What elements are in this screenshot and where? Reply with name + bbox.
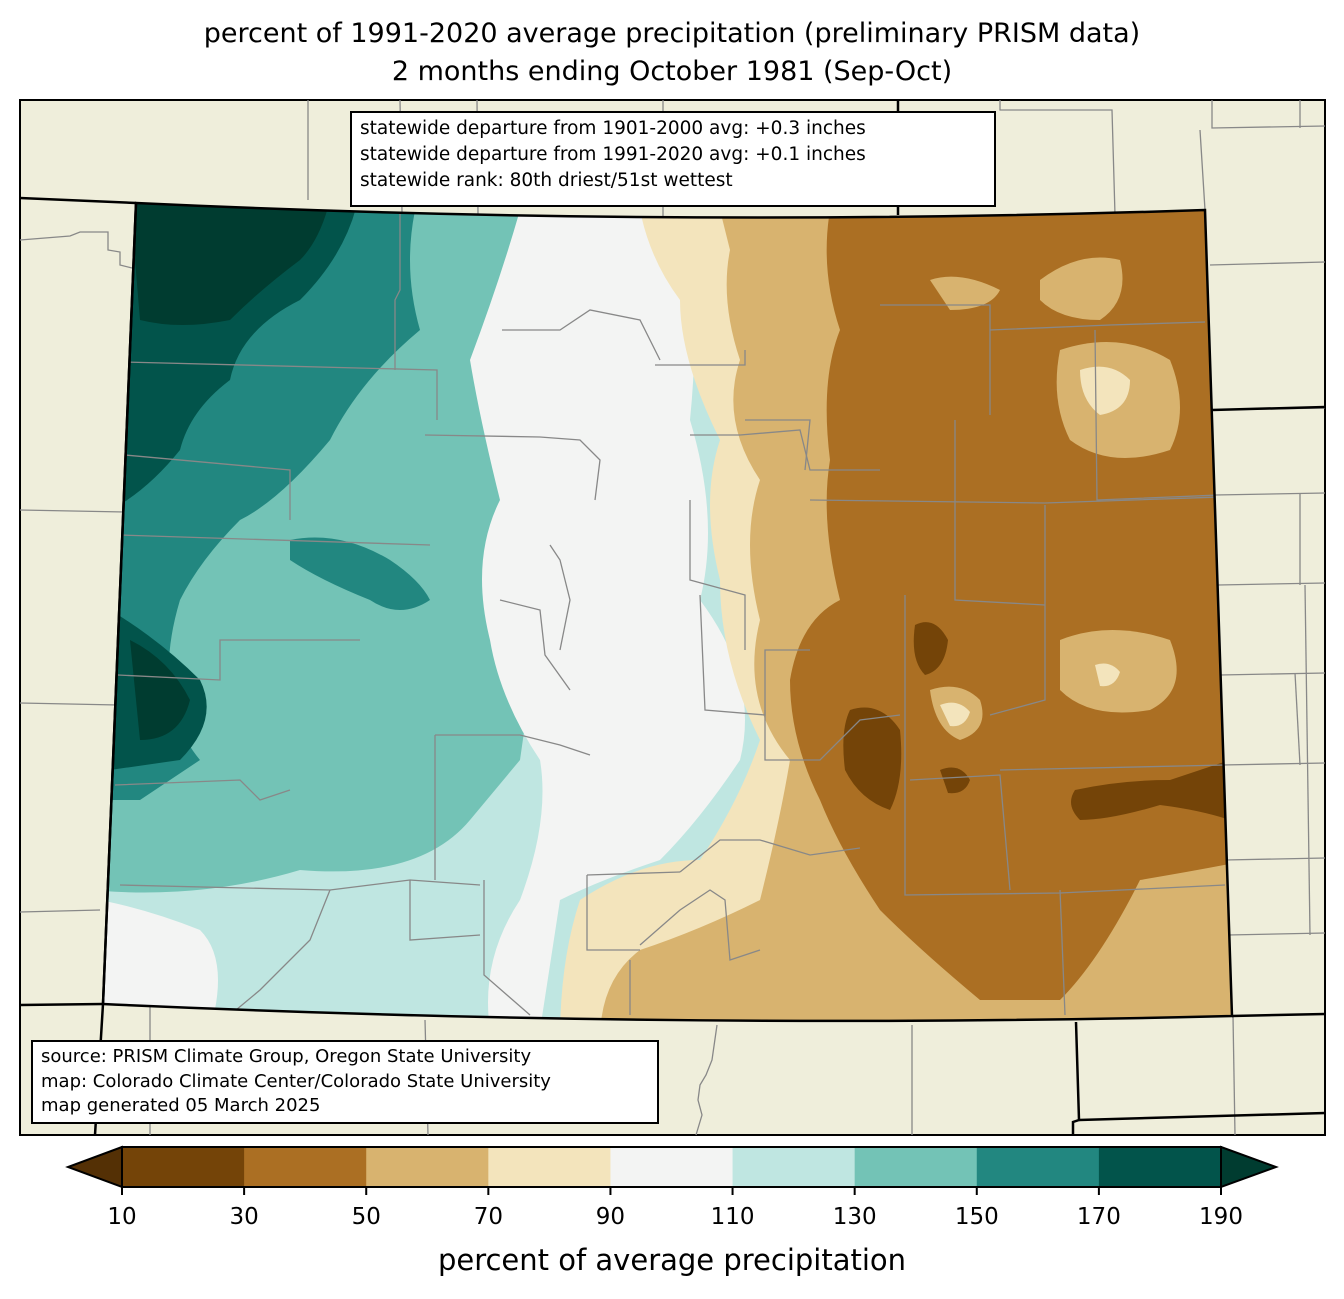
colorbar-bin-30-50 <box>244 1147 367 1187</box>
colorbar-tick-label: 150 <box>954 1204 999 1230</box>
colorbar-over-arrow <box>1220 1145 1279 1189</box>
colorbar-tick-label: 30 <box>229 1204 259 1230</box>
colorbar-tick-label: 10 <box>107 1204 137 1230</box>
colorbar-tick-label: 90 <box>595 1204 626 1230</box>
county-lines <box>114 212 1226 1016</box>
colorbar-tick-label: 170 <box>1076 1204 1121 1230</box>
colorbar-tick-label: 70 <box>473 1204 503 1230</box>
colorbar-bin-70-90 <box>488 1147 611 1187</box>
departure-1901-2000: statewide departure from 1901-2000 avg: … <box>360 118 866 139</box>
colorbar-bin-170-190 <box>1098 1147 1222 1187</box>
colorbar-label: percent of average precipitation <box>437 1243 907 1277</box>
colorbar-bin-10-30 <box>122 1147 245 1187</box>
map-credit: map: Colorado Climate Center/Colorado St… <box>41 1070 551 1092</box>
colorbar-tick-label: 130 <box>832 1204 877 1230</box>
colorbar-bin-150-170 <box>976 1147 1100 1187</box>
colorbar-tick-label: 110 <box>710 1204 755 1230</box>
statewide-rank: statewide rank: 80th driest/51st wettest <box>360 170 733 191</box>
colorbar-under-arrow <box>65 1145 123 1189</box>
departure-1991-2020: statewide departure from 1991-2020 avg: … <box>360 144 866 165</box>
colorbar <box>65 1145 1279 1195</box>
colorbar-bin-110-130 <box>732 1147 856 1187</box>
map-title-line1: percent of 1991-2020 average precipitati… <box>203 18 1141 49</box>
map-title-line2: 2 months ending October 1981 (Sep-Oct) <box>391 56 953 87</box>
source-credits-box: source: PRISM Climate Group, Oregon Stat… <box>31 1040 659 1124</box>
colorbar-tick-label: 50 <box>351 1204 381 1230</box>
colorbar-bin-130-150 <box>854 1147 978 1187</box>
colorbar-outline <box>121 1146 1222 1188</box>
colorado-border <box>101 201 1234 1023</box>
source-credit: source: PRISM Climate Group, Oregon Stat… <box>41 1046 532 1067</box>
precipitation-field <box>103 203 1232 1021</box>
generated-date: map generated 05 March 2025 <box>41 1095 321 1116</box>
colorbar-bin-50-70 <box>366 1147 489 1187</box>
colorbar-bin-90-110 <box>610 1147 734 1187</box>
statewide-stats-box: statewide departure from 1901-2000 avg: … <box>350 111 996 207</box>
colorbar-tick-label: 190 <box>1199 1204 1243 1230</box>
